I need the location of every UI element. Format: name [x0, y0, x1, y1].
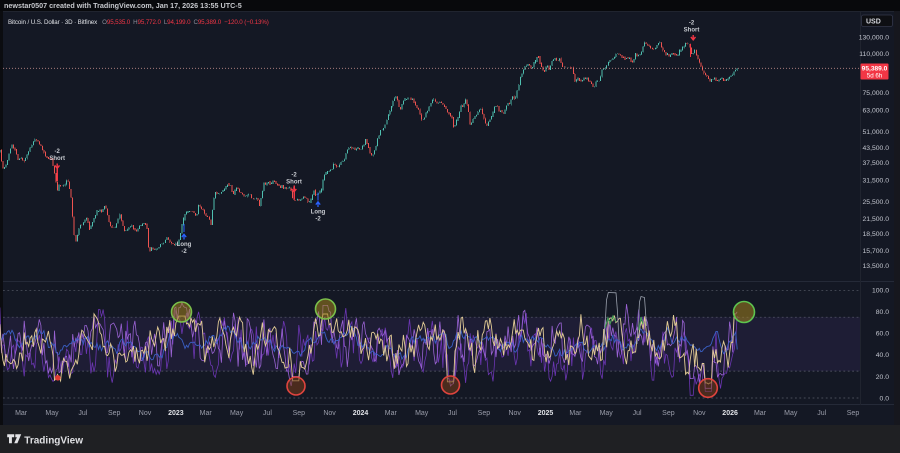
svg-text:Short: Short: [49, 156, 65, 162]
svg-text:Short: Short: [286, 180, 302, 186]
svg-text:31,500.0: 31,500.0: [863, 178, 890, 185]
svg-text:63,000.0: 63,000.0: [863, 108, 890, 115]
svg-text:75,000.0: 75,000.0: [863, 90, 890, 97]
svg-text:43,500.0: 43,500.0: [863, 145, 890, 152]
svg-text:18,500.0: 18,500.0: [863, 231, 890, 238]
svg-text:Jul: Jul: [263, 410, 272, 417]
svg-text:-2: -2: [181, 249, 187, 255]
svg-text:-2: -2: [55, 149, 61, 155]
svg-text:Mar: Mar: [754, 410, 767, 417]
svg-text:2023: 2023: [168, 410, 184, 417]
svg-text:95,389.0: 95,389.0: [862, 65, 888, 72]
svg-text:110,000.0: 110,000.0: [859, 51, 889, 58]
svg-text:25,500.0: 25,500.0: [863, 199, 890, 206]
svg-text:Mar: Mar: [15, 410, 28, 417]
svg-text:May: May: [784, 410, 798, 417]
svg-text:Jul: Jul: [448, 410, 457, 417]
svg-text:Sep: Sep: [293, 410, 306, 417]
svg-text:2025: 2025: [538, 410, 554, 417]
svg-text:Sep: Sep: [478, 410, 491, 417]
svg-text:Nov: Nov: [693, 410, 706, 417]
svg-text:2026: 2026: [722, 410, 738, 417]
svg-text:-2: -2: [315, 217, 321, 223]
svg-text:May: May: [415, 410, 429, 417]
svg-text:0.0: 0.0: [880, 395, 890, 402]
svg-text:Mar: Mar: [385, 410, 398, 417]
svg-text:40.0: 40.0: [876, 352, 889, 359]
svg-text:newstar0507 created with Tradi: newstar0507 created with TradingView.com…: [4, 1, 242, 10]
svg-text:20.0: 20.0: [876, 374, 889, 381]
svg-text:Long: Long: [177, 242, 192, 248]
svg-text:Nov: Nov: [139, 410, 152, 417]
svg-text:100.0: 100.0: [872, 288, 889, 295]
svg-text:Jul: Jul: [78, 410, 87, 417]
svg-text:Sep: Sep: [662, 410, 675, 417]
svg-text:May: May: [600, 410, 614, 417]
svg-text:May: May: [230, 410, 244, 417]
svg-text:-2: -2: [689, 21, 695, 27]
svg-text:Jul: Jul: [817, 410, 826, 417]
svg-text:-2: -2: [291, 173, 297, 179]
svg-text:TradingView: TradingView: [24, 435, 83, 446]
svg-text:Sep: Sep: [847, 410, 860, 417]
svg-text:21,500.0: 21,500.0: [863, 216, 890, 223]
svg-text:13,500.0: 13,500.0: [863, 263, 890, 270]
svg-text:Long: Long: [311, 210, 326, 216]
svg-text:Sep: Sep: [108, 410, 121, 417]
svg-text:Short: Short: [684, 28, 700, 34]
svg-text:Bitcoin / U.S. Dollar · 3D · B: Bitcoin / U.S. Dollar · 3D · Bitfinex O95…: [8, 19, 269, 26]
svg-text:51,000.0: 51,000.0: [863, 129, 890, 136]
svg-text:May: May: [45, 410, 59, 417]
svg-text:Mar: Mar: [200, 410, 213, 417]
svg-text:37,500.0: 37,500.0: [863, 160, 890, 167]
svg-text:80.0: 80.0: [876, 309, 889, 316]
svg-text:5d 6h: 5d 6h: [867, 73, 883, 80]
svg-text:15,700.0: 15,700.0: [863, 248, 890, 255]
svg-text:130,000.0: 130,000.0: [859, 34, 889, 41]
svg-text:60.0: 60.0: [876, 331, 889, 338]
svg-text:Nov: Nov: [508, 410, 521, 417]
svg-text:Jul: Jul: [633, 410, 642, 417]
svg-text:USD: USD: [866, 19, 881, 26]
svg-text:2024: 2024: [353, 410, 369, 417]
svg-text:Nov: Nov: [323, 410, 336, 417]
svg-text:Mar: Mar: [569, 410, 582, 417]
